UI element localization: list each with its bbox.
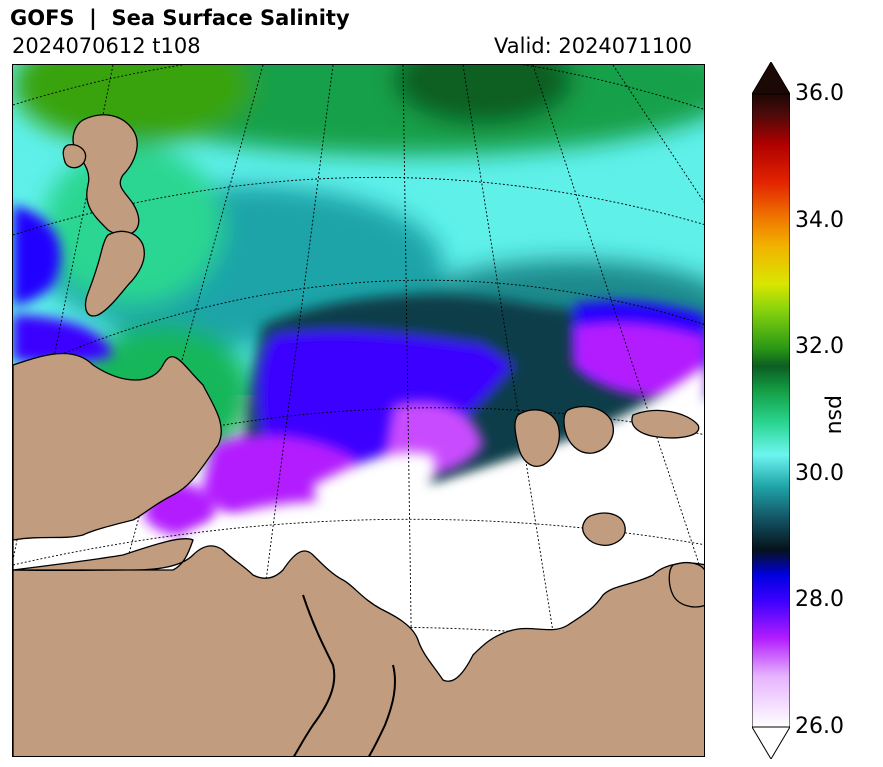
mainland-landmass	[13, 352, 704, 756]
colorbar-tick-label: 28.0	[795, 587, 844, 613]
run-label: 2024070612 t108	[12, 34, 201, 58]
salinity-field	[13, 65, 704, 756]
colorbar-unit-label: psu	[823, 395, 848, 435]
island-east-3	[631, 409, 700, 439]
island-north-2	[62, 144, 87, 169]
colorbar-tick-label: 26.0	[795, 714, 844, 739]
island-east-1	[514, 409, 560, 467]
colorbar-extend-max	[752, 62, 790, 95]
island-east-5	[668, 562, 704, 608]
colorbar-tick-label: 36.0	[795, 81, 844, 106]
colorbar-extend-min	[752, 726, 790, 759]
colorbar-tick-label: 30.0	[795, 460, 844, 486]
salinity-map[interactable]	[12, 64, 705, 757]
colorbar-tick-label: 34.0	[795, 207, 844, 233]
colorbar-body	[752, 93, 790, 728]
valid-time-label: Valid: 2024071100	[494, 34, 692, 58]
rivers	[293, 594, 396, 756]
island-east-4	[582, 512, 626, 546]
island-east-2	[563, 406, 614, 454]
map-title: GOFS | Sea Surface Salinity	[10, 6, 350, 30]
colorbar	[752, 62, 790, 759]
land	[13, 114, 704, 756]
colorbar-tick-label: 32.0	[795, 334, 844, 360]
island-north-3	[84, 230, 145, 317]
